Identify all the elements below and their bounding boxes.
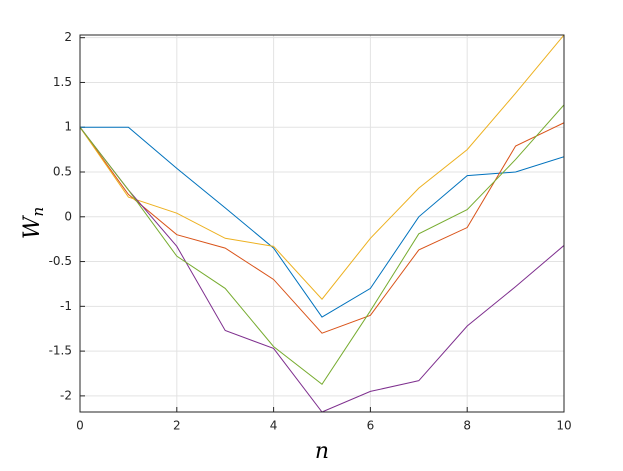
y-axis-label: Wn [20, 207, 47, 239]
y-tick-label: -1.5 [49, 344, 72, 358]
plot-area [80, 35, 564, 412]
x-tick-label: 10 [556, 419, 571, 433]
y-tick-label: 0 [64, 209, 72, 223]
series-line [80, 122, 564, 334]
series-line [80, 126, 564, 412]
x-tick-label: 4 [270, 419, 278, 433]
x-tick-label: 2 [173, 419, 181, 433]
y-tick-label: 2 [64, 30, 72, 44]
y-tick-label: 1 [64, 120, 72, 134]
series-line [80, 104, 564, 385]
y-label-main: W [20, 214, 45, 239]
y-tick-label: -0.5 [49, 254, 72, 268]
x-tick-label: 6 [367, 419, 375, 433]
series-line [80, 126, 564, 318]
y-tick-label: 1.5 [53, 75, 72, 89]
axes-box [79, 34, 565, 413]
y-tick-label: 0.5 [53, 165, 72, 179]
y-label-sub: n [29, 207, 47, 217]
x-tick-label: 0 [76, 419, 84, 433]
series-line [80, 35, 564, 300]
x-tick-label: 8 [463, 419, 471, 433]
x-axis-label: n [315, 439, 329, 464]
y-tick-label: -2 [60, 388, 72, 402]
y-tick-label: -1 [60, 299, 72, 313]
